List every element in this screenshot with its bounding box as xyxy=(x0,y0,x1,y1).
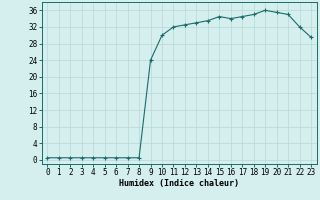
X-axis label: Humidex (Indice chaleur): Humidex (Indice chaleur) xyxy=(119,179,239,188)
